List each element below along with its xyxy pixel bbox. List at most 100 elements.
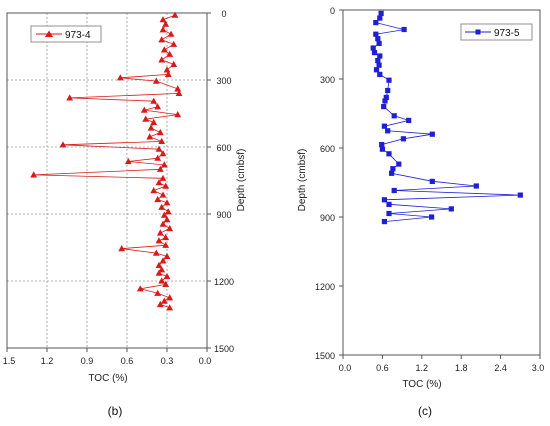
panel-c-data-point bbox=[400, 136, 406, 142]
panel-c-legend-marker bbox=[475, 29, 481, 35]
panel-b-data-point bbox=[163, 272, 171, 280]
panel-b-data-point bbox=[30, 171, 38, 178]
panel-b-ytick-label: 900 bbox=[216, 210, 231, 220]
panel-c-data-point bbox=[386, 201, 392, 207]
panel-b-ytick-label: 0 bbox=[221, 9, 226, 19]
panel-b-data-point bbox=[171, 11, 179, 18]
panel-b-x-axis-label: TOC (%) bbox=[88, 373, 127, 384]
panel-c-ytick-label: 1500 bbox=[315, 351, 335, 361]
panel-b-data-point bbox=[162, 241, 170, 248]
panel-c-data-point bbox=[376, 40, 382, 46]
panel-b-ytick-label: 300 bbox=[216, 76, 231, 86]
panel-c-xtick-label: 0.6 bbox=[376, 363, 389, 373]
panel-b-data-point bbox=[175, 89, 183, 96]
panel-b-series-polyline bbox=[33, 14, 180, 309]
panel-c-data-point bbox=[370, 45, 376, 51]
panel-c-xtick-label: 0.0 bbox=[339, 363, 352, 373]
panel-b-series-line bbox=[33, 14, 180, 309]
panel-c-xtick-label: 2.4 bbox=[494, 363, 507, 373]
panel-c-data-point bbox=[385, 128, 391, 134]
panel-b-series-markers bbox=[30, 11, 183, 311]
panel-c-legend-box bbox=[460, 23, 533, 41]
panel-c-data-point bbox=[429, 178, 435, 184]
panel-b-data-point bbox=[156, 300, 164, 308]
panel-b-data-point bbox=[174, 111, 182, 118]
panel-c-ytick-label: 900 bbox=[320, 213, 335, 223]
panel-c-caption: (c) bbox=[418, 404, 432, 418]
panel-b-caption: (b) bbox=[108, 404, 123, 418]
panel-b-data-point bbox=[160, 161, 168, 168]
panel-c-data-point bbox=[386, 77, 392, 83]
panel-c-data-point bbox=[381, 104, 387, 110]
panel-c-data-point bbox=[378, 10, 384, 16]
panel-c-data-point bbox=[473, 183, 479, 189]
panel-c-data-point bbox=[375, 36, 381, 42]
panel-c-data-point bbox=[381, 197, 387, 203]
panel-c-data-point bbox=[377, 15, 383, 21]
panel-b-data-point bbox=[118, 245, 126, 252]
panel-b-xtick-label: 0.3 bbox=[161, 356, 174, 366]
panel-b-data-point bbox=[159, 150, 167, 157]
panel-c-data-point bbox=[406, 117, 412, 123]
panel-c-data-point bbox=[379, 146, 385, 152]
panel-c-data-point bbox=[383, 94, 389, 100]
panel-c-data-point bbox=[448, 206, 454, 212]
panel-b-data-point bbox=[154, 195, 162, 203]
panel-c-data-point bbox=[390, 166, 396, 172]
panel-b-data-point bbox=[160, 46, 168, 53]
panel-c-data-point bbox=[373, 67, 380, 73]
panel-b-data-point bbox=[159, 16, 167, 23]
panel-c-data-point bbox=[396, 161, 402, 167]
panel-b-data-point bbox=[147, 124, 155, 131]
panel-c-data-point bbox=[377, 53, 383, 59]
panel-b-data-point bbox=[159, 220, 167, 227]
panel-b-data-point bbox=[159, 174, 167, 181]
panel-b-data-point bbox=[167, 30, 175, 37]
panel-b-data-point bbox=[150, 118, 158, 125]
panel-c-data-point bbox=[376, 62, 382, 68]
panel-c-data-point bbox=[373, 20, 379, 26]
panel-c-y-axis-label: Depth (cmbsf) bbox=[297, 149, 308, 212]
panel-c-data-point bbox=[391, 187, 397, 194]
panel-c-xtick-label: 3.0 bbox=[532, 363, 545, 373]
panel-b-data-point bbox=[116, 74, 124, 81]
panel-b-data-point bbox=[156, 128, 164, 136]
panel-c-ytick-label: 300 bbox=[320, 75, 335, 85]
panel-b-data-point bbox=[155, 269, 163, 276]
panel-b-data-point bbox=[146, 133, 154, 140]
panel-b-data-point bbox=[159, 257, 167, 264]
panel-b-data-point bbox=[163, 66, 171, 73]
panel-b-ytick-label: 1500 bbox=[214, 344, 234, 354]
panel-b-xtick-label: 0.6 bbox=[121, 356, 134, 366]
panel-c-ytick-label: 600 bbox=[320, 144, 335, 154]
panel-b-data-point bbox=[142, 115, 150, 122]
panel-b-data-point bbox=[158, 56, 166, 63]
panel-b-data-point bbox=[136, 285, 144, 292]
panel-c-ytick-label: 0 bbox=[330, 6, 335, 16]
panel-b-data-point bbox=[160, 297, 168, 304]
panel-c-chart: 0 300 600 900 1200 1500 0.0 0.6 1.2 1.8 … bbox=[297, 6, 544, 418]
panel-b-ytick-label: 600 bbox=[216, 143, 231, 153]
panel-b-legend-box bbox=[30, 25, 102, 43]
panel-c-data-point bbox=[385, 87, 391, 94]
panel-c-data-point bbox=[377, 71, 383, 77]
panel-b-data-point bbox=[155, 145, 163, 152]
panel-b-legend-marker bbox=[45, 30, 53, 37]
panel-b-data-point bbox=[124, 157, 132, 165]
panel-c-data-point bbox=[401, 26, 407, 33]
panel-b-data-point bbox=[140, 106, 148, 113]
panel-b-data-point bbox=[154, 103, 162, 110]
panel-c-data-point bbox=[429, 214, 435, 220]
panel-c-data-point bbox=[382, 98, 388, 104]
panel-b-data-point bbox=[163, 216, 171, 223]
panel-c-data-point bbox=[373, 31, 379, 37]
panel-c-xtick-label: 1.8 bbox=[455, 363, 468, 373]
panel-b-data-point bbox=[174, 85, 182, 92]
panel-c-series-markers bbox=[370, 10, 523, 225]
panel-b-data-point bbox=[152, 77, 160, 84]
panel-b-data-point bbox=[162, 233, 170, 241]
panel-c-data-point bbox=[371, 50, 378, 56]
panel-b-data-point bbox=[162, 280, 170, 287]
panel-c-x-axis-label: TOC (%) bbox=[402, 379, 441, 390]
